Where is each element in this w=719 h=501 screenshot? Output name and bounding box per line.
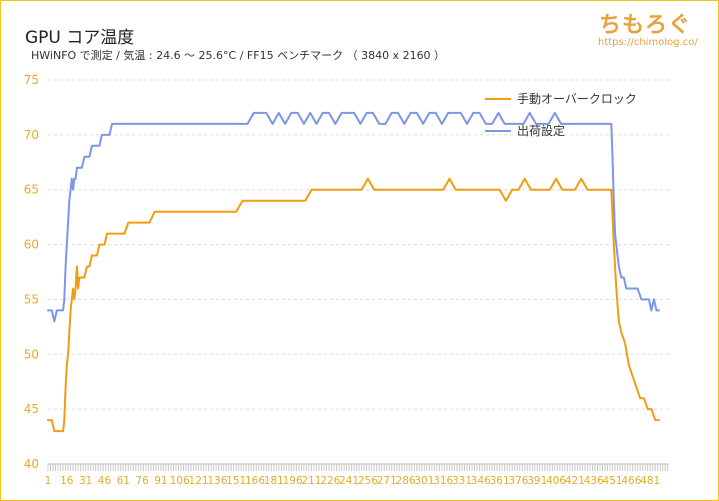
x-tick-label: 241 — [339, 475, 359, 487]
x-tick-label: 1 — [45, 475, 52, 487]
series-line-1 — [47, 177, 660, 433]
x-tick-label: 166 — [245, 475, 265, 487]
x-tick-label: 106 — [170, 475, 190, 487]
series-line-2 — [47, 111, 660, 323]
x-tick-label: 226 — [320, 475, 340, 487]
x-tick-label: 286 — [396, 475, 416, 487]
x-tick-label: 16 — [60, 475, 74, 487]
y-tick-label: 65 — [24, 183, 39, 197]
y-tick-label: 40 — [24, 457, 39, 471]
x-tick-label: 256 — [358, 475, 378, 487]
x-tick-label: 481 — [640, 475, 660, 487]
x-tick-label: 46 — [98, 475, 112, 487]
x-tick-label: 406 — [546, 475, 566, 487]
x-tick-label: 31 — [79, 475, 92, 487]
x-tick-label: 391 — [527, 475, 547, 487]
x-tick-label: 271 — [377, 475, 397, 487]
chart-subtitle: HWiNFO で測定 / 気温 : 24.6 〜 25.6°C / FF15 ベ… — [31, 49, 446, 62]
series-lines — [47, 111, 660, 433]
grid-lines — [48, 79, 669, 465]
x-tick-label: 301 — [414, 475, 434, 487]
x-tick-label: 196 — [283, 475, 303, 487]
x-tick-label: 346 — [471, 475, 491, 487]
x-tick-label: 451 — [603, 475, 623, 487]
x-tick-label: 121 — [189, 475, 209, 487]
x-tick-label: 466 — [621, 475, 641, 487]
chart-title: GPU コア温度 — [25, 28, 135, 48]
brand-url: https://chimolog.co/ — [598, 37, 698, 48]
x-tick-label: 181 — [264, 475, 284, 487]
x-tick-label: 76 — [135, 475, 149, 487]
x-tick-label: 151 — [226, 475, 246, 487]
x-tick-label: 61 — [117, 475, 130, 487]
y-tick-label: 50 — [24, 347, 39, 361]
brand-logo: ちもろぐ — [599, 13, 692, 38]
x-tick-label: 376 — [508, 475, 528, 487]
y-tick-label: 45 — [24, 402, 39, 416]
legend-label-1: 手動オーバークロック — [517, 92, 637, 106]
x-tick-label: 361 — [490, 475, 510, 487]
x-tick-label: 436 — [584, 475, 604, 487]
y-tick-label: 70 — [24, 128, 39, 142]
y-tick-label: 55 — [24, 292, 39, 306]
legend-label-2: 出荷設定 — [517, 123, 565, 138]
x-tick-label: 136 — [207, 475, 227, 487]
x-tick-label: 316 — [433, 475, 453, 487]
y-tick-label: 60 — [24, 238, 39, 252]
x-tick-label: 421 — [565, 475, 585, 487]
x-tick-label: 211 — [301, 475, 321, 487]
y-tick-label: 75 — [24, 73, 39, 87]
x-tick-label: 331 — [452, 475, 472, 487]
axis-ticks: 40 45 50 55 60 65 70 75 1 16 31 46 61 76 91 10612113615… — [24, 73, 669, 487]
x-tick-label: 91 — [154, 475, 167, 487]
